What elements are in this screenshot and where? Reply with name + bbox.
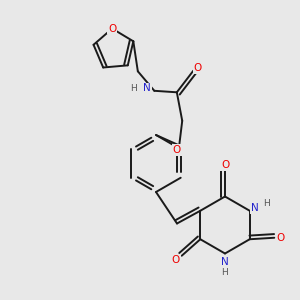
Text: O: O bbox=[108, 24, 116, 34]
Text: N: N bbox=[143, 83, 151, 93]
Text: N: N bbox=[251, 203, 259, 213]
Text: O: O bbox=[277, 233, 285, 243]
Text: H: H bbox=[130, 84, 137, 93]
Text: O: O bbox=[194, 63, 202, 73]
Text: N: N bbox=[221, 257, 229, 267]
Text: O: O bbox=[221, 160, 229, 170]
Text: O: O bbox=[172, 255, 180, 265]
Text: O: O bbox=[173, 145, 181, 155]
Text: H: H bbox=[222, 268, 228, 277]
Text: H: H bbox=[263, 199, 270, 208]
